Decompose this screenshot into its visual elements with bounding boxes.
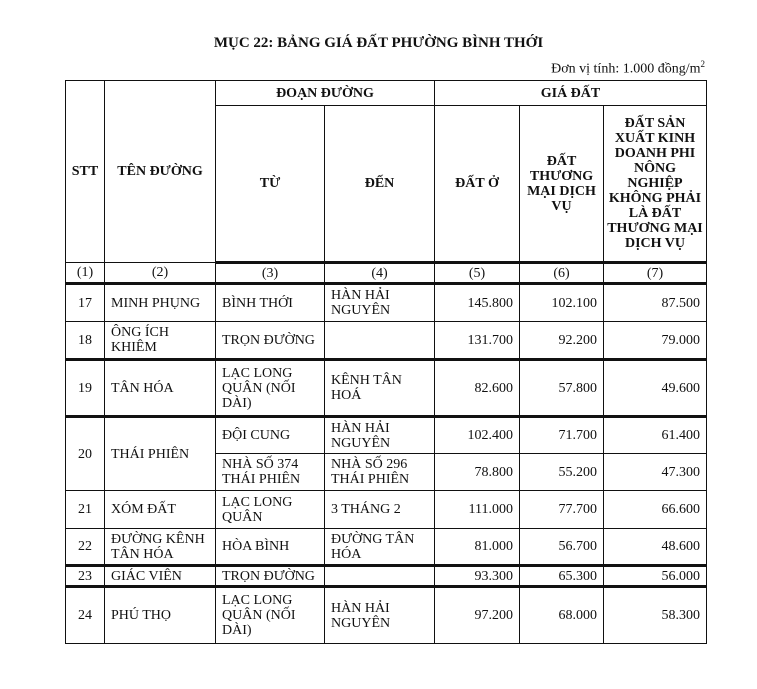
cell-stt: 18	[65, 321, 105, 361]
col-number: (5)	[434, 262, 520, 285]
cell-ten: XÓM ĐẤT	[104, 490, 216, 529]
cell-stt: 21	[65, 490, 105, 529]
cell-o: 78.800	[434, 453, 520, 491]
cell-ten: PHÚ THỌ	[104, 586, 216, 644]
cell-tu: NHÀ SỐ 374 THÁI PHIÊN	[215, 453, 325, 491]
cell-stt: 24	[65, 586, 105, 644]
col-number: (6)	[519, 262, 604, 285]
cell-tu: TRỌN ĐƯỜNG	[215, 321, 325, 361]
cell-den: ĐƯỜNG TÂN HÓA	[324, 528, 435, 567]
cell-tm: 77.700	[519, 490, 604, 529]
cell-ten: ĐƯỜNG KÊNH TÂN HÓA	[104, 528, 216, 567]
cell-o: 97.200	[434, 586, 520, 644]
cell-ten: MINH PHỤNG	[104, 283, 216, 322]
table-row: 20 THÁI PHIÊN ĐỘI CUNG HÀN HẢI NGUYÊN 102.40…	[65, 416, 707, 491]
table-row: 24 PHÚ THỌ LẠC LONG QUÂN (NỐI DÀI) HÀN HẢI …	[65, 586, 707, 644]
cell-sx: 49.600	[603, 359, 707, 418]
col-number: (1)	[65, 262, 105, 285]
col-number: (2)	[104, 262, 216, 285]
cell-o: 111.000	[434, 490, 520, 529]
cell-o: 82.600	[434, 359, 520, 418]
cell-sx: 61.400	[603, 416, 707, 454]
header-stt: STT	[65, 80, 105, 263]
header-doan-duong: ĐOẠN ĐƯỜNG	[215, 80, 435, 106]
cell-stt: 22	[65, 528, 105, 567]
cell-ten: GIÁC VIÊN	[104, 565, 216, 588]
cell-sx: 48.600	[603, 528, 707, 567]
header-dat-tmdv: ĐẤT THƯƠNG MẠI DỊCH VỤ	[519, 105, 604, 264]
cell-tu: LẠC LONG QUÂN (NỐI DÀI)	[215, 359, 325, 418]
unit-sup: 2	[700, 59, 706, 69]
unit-text: Đơn vị tính: 1.000 đồng/m	[551, 61, 701, 77]
cell-o: 145.800	[434, 283, 520, 322]
cell-ten: TÂN HÓA	[104, 359, 216, 418]
cell-o: 81.000	[434, 528, 520, 567]
col-number: (3)	[215, 262, 325, 285]
header-den: ĐẾN	[324, 105, 435, 264]
cell-tm: 55.200	[519, 453, 604, 491]
header-tu: TỪ	[215, 105, 325, 264]
cell-o: 93.300	[434, 565, 520, 588]
table-row: NHÀ SỐ 374 THÁI PHIÊN NHÀ SỐ 296 THÁI PHI…	[66, 453, 707, 491]
header-ten-duong: TÊN ĐƯỜNG	[104, 80, 216, 263]
cell-tm: 56.700	[519, 528, 604, 567]
cell-den: NHÀ SỐ 296 THÁI PHIÊN	[324, 453, 435, 491]
unit-note: Đơn vị tính: 1.000 đồng/m2	[551, 59, 705, 78]
table-row: 21 XÓM ĐẤT LẠC LONG QUÂN 3 THÁNG 2 111.000 77…	[65, 490, 707, 529]
page-title: MỤC 22: BẢNG GIÁ ĐẤT PHƯỜNG BÌNH THỚI	[213, 35, 544, 51]
cell-stt: 23	[65, 565, 105, 588]
cell-sx: 47.300	[603, 453, 707, 491]
cell-den: HÀN HẢI NGUYÊN	[324, 283, 435, 322]
cell-tm: 92.200	[519, 321, 604, 361]
header-gia-dat: GIÁ ĐẤT	[434, 80, 707, 106]
cell-tm: 71.700	[519, 416, 604, 454]
table-row: 23 GIÁC VIÊN TRỌN ĐƯỜNG 93.300 65.300 56.000	[65, 565, 707, 588]
cell-ten: THÁI PHIÊN	[104, 416, 216, 491]
cell-tu: LẠC LONG QUÂN	[215, 490, 325, 529]
header-dat-sxkd: ĐẤT SẢN XUẤT KINH DOANH PHI NÔNG NGHIỆP …	[603, 105, 707, 264]
cell-sx: 79.000	[603, 321, 707, 361]
cell-den	[324, 321, 435, 361]
cell-den: KÊNH TÂN HOÁ	[324, 359, 435, 418]
cell-sx: 66.600	[603, 490, 707, 529]
cell-stt: 19	[65, 359, 105, 418]
cell-den: HÀN HẢI NGUYÊN	[324, 416, 435, 454]
cell-tm: 102.100	[519, 283, 604, 322]
cell-tu: LẠC LONG QUÂN (NỐI DÀI)	[215, 586, 325, 644]
table-row: 22 ĐƯỜNG KÊNH TÂN HÓA HÒA BÌNH ĐƯỜNG TÂN HÓ…	[65, 528, 707, 567]
cell-tm: 65.300	[519, 565, 604, 588]
cell-den: HÀN HẢI NGUYÊN	[324, 586, 435, 644]
cell-tm: 68.000	[519, 586, 604, 644]
cell-den: 3 THÁNG 2	[324, 490, 435, 529]
cell-sx: 56.000	[603, 565, 707, 588]
table-row: 18 ÔNG ÍCH KHIÊM TRỌN ĐƯỜNG 131.700 92.200 79…	[65, 321, 707, 361]
table-row: 17 MINH PHỤNG BÌNH THỚI HÀN HẢI NGUYÊN 145.8…	[65, 283, 707, 322]
cell-stt: 20	[65, 416, 105, 491]
cell-tu: TRỌN ĐƯỜNG	[215, 565, 325, 588]
cell-den	[324, 565, 435, 588]
cell-ten: ÔNG ÍCH KHIÊM	[104, 321, 216, 361]
cell-sx: 58.300	[603, 586, 707, 644]
cell-o: 131.700	[434, 321, 520, 361]
column-number-row: (1) (2) (3) (4) (5) (6) (7)	[65, 262, 707, 285]
cell-tu: HÒA BÌNH	[215, 528, 325, 567]
table-row: 19 TÂN HÓA LẠC LONG QUÂN (NỐI DÀI) KÊNH TÂN…	[65, 359, 707, 418]
cell-tu: BÌNH THỚI	[215, 283, 325, 322]
cell-tu: ĐỘI CUNG	[215, 416, 325, 454]
land-price-table: STT TÊN ĐƯỜNG ĐOẠN ĐƯỜNG GIÁ ĐẤT TỪ ĐẾN …	[65, 80, 707, 644]
cell-stt: 17	[65, 283, 105, 322]
cell-sx: 87.500	[603, 283, 707, 322]
cell-o: 102.400	[434, 416, 520, 454]
col-number: (7)	[603, 262, 707, 285]
cell-tm: 57.800	[519, 359, 604, 418]
col-number: (4)	[324, 262, 435, 285]
header-dat-o: ĐẤT Ở	[434, 105, 520, 264]
